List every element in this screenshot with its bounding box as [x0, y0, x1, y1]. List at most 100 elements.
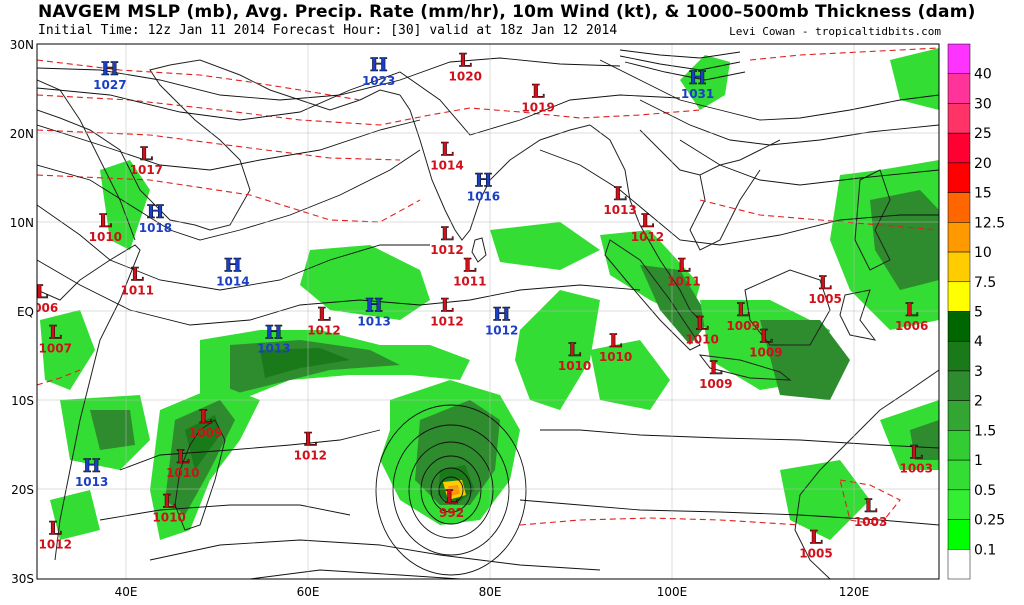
colorbar-label: 1.5	[974, 423, 996, 439]
lat-label: 20S	[11, 483, 34, 497]
lat-label: 10S	[11, 394, 34, 408]
coast-borneo	[744, 269, 831, 346]
map-frame	[36, 43, 940, 580]
coast-sumatra	[604, 239, 701, 351]
pressure-value: 1011	[453, 274, 486, 288]
low-pressure-marker: L	[440, 138, 453, 160]
pressure-value: 1016	[467, 190, 500, 204]
isobar	[149, 539, 601, 571]
thickness-line	[749, 47, 939, 61]
coast-sri-lanka	[471, 237, 487, 263]
high-pressure-marker: H	[493, 303, 511, 325]
low-pressure-marker: L	[695, 312, 708, 334]
precip-area	[185, 415, 220, 470]
colorbar-swatch	[947, 222, 971, 253]
high-pressure-marker: H	[146, 201, 164, 223]
pressure-value: 1010	[558, 359, 591, 373]
lon-label: 120E	[839, 585, 870, 599]
isobar	[37, 57, 621, 101]
low-pressure-marker: L	[317, 303, 330, 325]
low-pressure-marker: L	[199, 406, 212, 428]
low-pressure-marker: L	[609, 330, 622, 352]
low-pressure-marker: L	[440, 223, 453, 245]
low-pressure-marker: L	[49, 517, 62, 539]
pressure-value: 1012	[294, 448, 327, 462]
colorbar-swatch	[947, 311, 971, 342]
high-pressure-marker: H	[224, 254, 242, 276]
pressure-value: 1003	[900, 462, 933, 476]
precip-colorbar: 40 30 25 20 15 12.5 10 7.5 5 4 3 2 1.5 1 0.5 0.25 0.1	[947, 43, 1005, 580]
pressure-value: 1012	[430, 315, 463, 329]
isobar	[619, 49, 741, 59]
low-pressure-marker: L	[759, 326, 772, 348]
lon-label: 80E	[479, 585, 502, 599]
pressure-value: 1010	[685, 332, 718, 346]
map-subtitle: Initial Time: 12z Jan 11 2014 Forecast H…	[38, 23, 618, 38]
pressure-value: 1013	[603, 203, 636, 217]
colorbar-label: 40	[974, 67, 992, 83]
precip-area	[300, 245, 430, 320]
isobar	[430, 467, 472, 513]
precip-area	[515, 290, 600, 410]
pressure-value: 1009	[189, 426, 222, 440]
pressure-value: 1006	[895, 319, 928, 333]
thickness-line	[37, 94, 701, 126]
isobar	[519, 499, 939, 526]
precip-area	[448, 485, 460, 496]
isobar	[249, 569, 461, 579]
colorbar-swatch	[947, 281, 971, 312]
high-pressure-marker: H	[689, 67, 707, 89]
precip-area	[780, 460, 870, 540]
isobar	[392, 424, 510, 556]
lat-label: 30N	[10, 38, 34, 52]
low-pressure-marker: L	[440, 295, 453, 317]
isobar	[375, 404, 527, 576]
pressure-value: 1018	[139, 221, 172, 235]
colorbar-label: 30	[974, 96, 992, 112]
colorbar-swatch	[947, 340, 971, 372]
coast-madagascar	[174, 419, 226, 531]
pressure-value: 1023	[362, 74, 395, 88]
pressure-value: 1012	[39, 537, 72, 551]
pressure-value: 1010	[599, 350, 632, 364]
colorbar-label: 3	[974, 364, 983, 380]
isobar	[99, 504, 351, 521]
isobar	[624, 61, 746, 81]
low-pressure-marker: L	[140, 143, 153, 165]
colorbar-label: 0.1	[974, 542, 996, 558]
pressure-value: 1007	[39, 341, 72, 355]
pressure-value: 1012	[485, 323, 518, 337]
thickness-line	[37, 174, 421, 223]
pressure-value: 1031	[681, 87, 714, 101]
high-pressure-marker: H	[101, 58, 119, 80]
high-pressure-marker: H	[370, 54, 388, 76]
colorbar-swatch	[947, 132, 971, 164]
coast-red-sea	[37, 79, 136, 241]
map-title: NAVGEM MSLP (mb), Avg. Precip. Rate (mm/…	[38, 2, 976, 22]
isobar	[119, 429, 381, 471]
pressure-value: 1027	[93, 78, 126, 92]
high-pressure-marker: H	[265, 321, 283, 343]
pressure-value: 1013	[75, 475, 108, 489]
pressure-value: 1006	[25, 301, 58, 315]
precip-area	[490, 222, 600, 270]
precip-area	[415, 400, 500, 505]
pressure-value: 1009	[699, 377, 732, 391]
colorbar-swatch	[947, 489, 971, 520]
pressure-value: 1005	[808, 292, 841, 306]
colorbar-label: 15	[974, 186, 992, 202]
graticule	[37, 44, 939, 579]
pressure-value: 1017	[130, 163, 163, 177]
high-pressure-marker: H	[83, 455, 101, 477]
low-pressure-marker: L	[531, 81, 544, 103]
colorbar-swatch	[947, 519, 971, 550]
low-pressure-marker: L	[463, 254, 476, 276]
thickness-line	[699, 199, 939, 231]
map-credit: Levi Cowan - tropicaltidbits.com	[729, 25, 941, 38]
pressure-value: 1009	[749, 346, 782, 360]
isobar	[639, 99, 939, 146]
colorbar-label: 4	[974, 334, 983, 350]
low-pressure-marker: L	[568, 339, 581, 361]
low-pressure-marker: L	[809, 526, 822, 548]
thickness-contours	[37, 47, 939, 526]
